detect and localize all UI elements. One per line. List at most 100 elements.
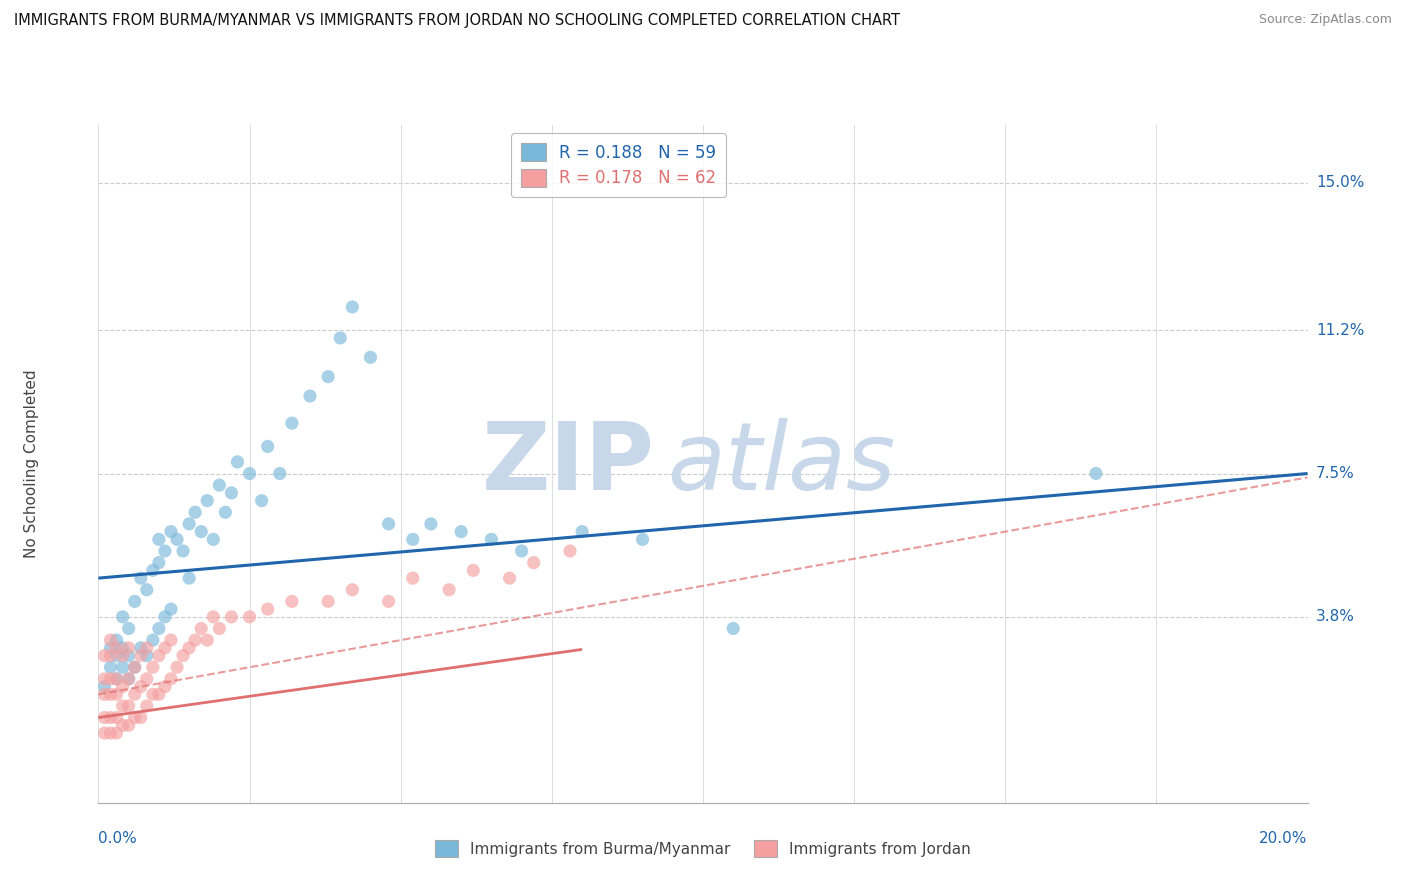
Text: ZIP: ZIP bbox=[482, 417, 655, 510]
Point bbox=[111, 698, 134, 713]
Point bbox=[93, 687, 115, 701]
Point bbox=[124, 660, 146, 674]
Point bbox=[299, 389, 322, 403]
Point bbox=[419, 516, 441, 531]
Point bbox=[142, 633, 165, 648]
Text: No Schooling Completed: No Schooling Completed bbox=[24, 369, 39, 558]
Point bbox=[329, 331, 352, 345]
Point bbox=[93, 710, 115, 724]
Point bbox=[105, 640, 128, 655]
Point bbox=[142, 563, 165, 577]
Point bbox=[124, 660, 146, 674]
Point bbox=[402, 571, 425, 585]
Point bbox=[239, 610, 262, 624]
Point bbox=[105, 648, 128, 663]
Point bbox=[118, 672, 141, 686]
Point bbox=[111, 680, 134, 694]
Point bbox=[202, 610, 225, 624]
Point bbox=[250, 493, 273, 508]
Point bbox=[190, 524, 212, 539]
Text: Source: ZipAtlas.com: Source: ZipAtlas.com bbox=[1258, 13, 1392, 27]
Text: 15.0%: 15.0% bbox=[1316, 176, 1364, 191]
Text: 3.8%: 3.8% bbox=[1316, 609, 1355, 624]
Point bbox=[135, 672, 157, 686]
Point bbox=[256, 602, 278, 616]
Point bbox=[129, 571, 152, 585]
Point bbox=[124, 687, 146, 701]
Point bbox=[100, 672, 122, 686]
Point bbox=[148, 533, 170, 547]
Point bbox=[124, 710, 146, 724]
Point bbox=[148, 556, 170, 570]
Point bbox=[377, 594, 399, 608]
Point bbox=[184, 505, 207, 519]
Point bbox=[153, 640, 176, 655]
Point bbox=[148, 622, 170, 636]
Point bbox=[105, 726, 128, 740]
Point bbox=[111, 648, 134, 663]
Point bbox=[153, 680, 176, 694]
Point bbox=[481, 533, 503, 547]
Point bbox=[135, 582, 157, 597]
Point bbox=[239, 467, 262, 481]
Point bbox=[450, 524, 472, 539]
Point bbox=[510, 544, 533, 558]
Point bbox=[111, 718, 134, 732]
Point bbox=[342, 582, 364, 597]
Point bbox=[1085, 467, 1108, 481]
Point bbox=[177, 571, 201, 585]
Text: 7.5%: 7.5% bbox=[1316, 466, 1354, 481]
Point bbox=[100, 633, 122, 648]
Point bbox=[118, 698, 141, 713]
Point bbox=[105, 687, 128, 701]
Point bbox=[498, 571, 520, 585]
Point bbox=[160, 524, 183, 539]
Point bbox=[105, 633, 128, 648]
Point bbox=[153, 544, 176, 558]
Point bbox=[100, 640, 122, 655]
Point bbox=[111, 640, 134, 655]
Point bbox=[208, 622, 231, 636]
Point bbox=[214, 505, 236, 519]
Point bbox=[316, 369, 339, 384]
Point bbox=[124, 594, 146, 608]
Point bbox=[523, 556, 546, 570]
Text: 0.0%: 0.0% bbox=[98, 830, 138, 846]
Point bbox=[100, 687, 122, 701]
Point bbox=[190, 622, 212, 636]
Point bbox=[160, 633, 183, 648]
Point bbox=[221, 610, 243, 624]
Point bbox=[377, 516, 399, 531]
Point bbox=[558, 544, 581, 558]
Point bbox=[160, 602, 183, 616]
Point bbox=[177, 640, 201, 655]
Point bbox=[105, 672, 128, 686]
Point bbox=[463, 563, 485, 577]
Point bbox=[281, 594, 304, 608]
Point bbox=[202, 533, 225, 547]
Point bbox=[93, 680, 115, 694]
Point bbox=[142, 687, 165, 701]
Point bbox=[135, 640, 157, 655]
Point bbox=[135, 648, 157, 663]
Point bbox=[631, 533, 654, 547]
Point bbox=[281, 416, 304, 430]
Point bbox=[195, 633, 218, 648]
Point bbox=[571, 524, 593, 539]
Point bbox=[118, 648, 141, 663]
Point bbox=[111, 660, 134, 674]
Point bbox=[93, 648, 115, 663]
Point bbox=[226, 455, 249, 469]
Point bbox=[316, 594, 339, 608]
Point bbox=[118, 672, 141, 686]
Text: 20.0%: 20.0% bbox=[1260, 830, 1308, 846]
Point bbox=[177, 516, 201, 531]
Point bbox=[111, 610, 134, 624]
Point bbox=[105, 672, 128, 686]
Point bbox=[160, 672, 183, 686]
Point bbox=[105, 710, 128, 724]
Point bbox=[221, 486, 243, 500]
Point bbox=[93, 726, 115, 740]
Point bbox=[269, 467, 291, 481]
Point bbox=[100, 710, 122, 724]
